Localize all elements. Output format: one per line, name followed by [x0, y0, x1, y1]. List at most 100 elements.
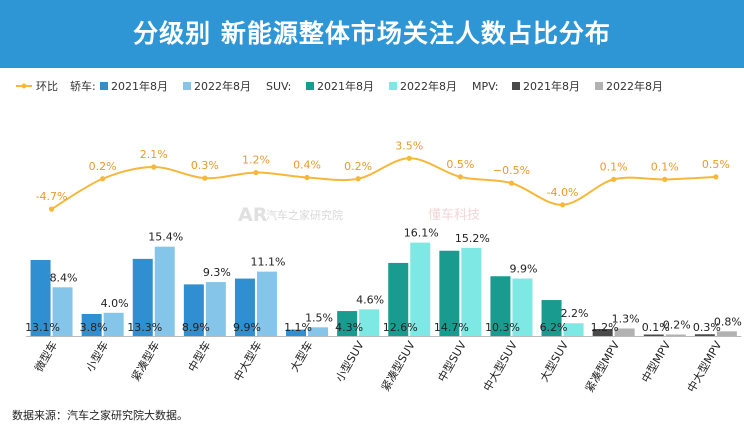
yoy-label: 2.1%	[140, 148, 168, 161]
yoy-label: 0.5%	[446, 158, 474, 171]
bar-label-2021: 14.7%	[434, 321, 469, 334]
legend-label-yoy: 环比	[36, 80, 58, 93]
data-source-note: 数据来源：汽车之家研究院大数据。	[12, 409, 188, 422]
yoy-label: 0.5%	[702, 158, 730, 171]
bar-2022	[665, 334, 686, 336]
bar-label-2021: 12.6%	[383, 321, 418, 334]
bar-label-2022: 1.5%	[305, 311, 333, 324]
bar-2022	[563, 323, 584, 336]
yoy-point	[611, 176, 617, 182]
legend-swatch	[306, 82, 314, 90]
bar-label-2021: 8.9%	[182, 321, 210, 334]
bar-2022	[308, 327, 329, 336]
category-label: 紧凑型SUV	[378, 338, 418, 394]
bar-2022	[52, 287, 73, 336]
page-title: 分级别 新能源整体市场关注人数占比分布	[0, 0, 744, 68]
bar-2022	[410, 242, 431, 336]
bar-label-2021: 10.3%	[485, 321, 520, 334]
bar-label-2022: 15.4%	[148, 231, 183, 244]
legend-label: 2022年8月	[400, 79, 457, 93]
legend-group-label: 轿车:	[70, 79, 96, 93]
category-label: 紧凑型MPV	[582, 338, 623, 394]
bar-2021	[286, 329, 307, 336]
bar-label-2022: 4.6%	[356, 293, 384, 306]
yoy-point	[713, 174, 719, 180]
bar-2022	[154, 246, 175, 336]
bar-label-2021: 0.1%	[642, 321, 670, 334]
yoy-label: 0.2%	[344, 160, 372, 173]
category-label: 小型SUV	[332, 338, 367, 384]
category-label: 中型MPV	[638, 338, 673, 385]
yoy-point	[100, 176, 106, 182]
bar-2021	[643, 334, 664, 336]
yoy-label: 0.1%	[651, 160, 679, 173]
legend-label: 2021年8月	[111, 79, 168, 93]
legend-label: 2021年8月	[523, 79, 580, 93]
watermark-autohome: 汽车之家研究院	[266, 208, 343, 222]
bar-2022	[359, 309, 380, 336]
bar-2021	[30, 260, 51, 336]
category-label: 紧凑型车	[128, 339, 162, 384]
bar-2021	[439, 250, 460, 336]
bar-2021	[81, 313, 102, 336]
yoy-label: 0.1%	[600, 160, 628, 173]
category-label: 大型车	[287, 339, 316, 375]
chart: 环比 轿车: 2021年8月 2022年8月 SUV: 2021年8月 2022年8月 MPV…	[16, 79, 742, 395]
bar-label-2021: 13.1%	[25, 321, 60, 334]
category-label: 中大型车	[230, 339, 264, 384]
bar-label-2022: 2.2%	[561, 307, 589, 320]
yoy-label: -4.7%	[36, 190, 68, 203]
yoy-label: 1.2%	[242, 154, 270, 167]
legend-group-label: MPV:	[472, 80, 498, 93]
category-label: 中大型MPV	[684, 338, 725, 394]
category-label: 中型SUV	[435, 338, 470, 384]
bar-2021	[132, 258, 153, 336]
bar-label-2021: 1.2%	[591, 321, 619, 334]
watermark-dongzhen: 懂车科技	[428, 207, 480, 223]
category-label: 大型SUV	[537, 338, 572, 384]
legend-swatch	[389, 82, 397, 90]
bar-2021	[388, 262, 409, 336]
bar-2021	[337, 311, 358, 336]
bar-2022	[614, 328, 635, 336]
category-label: 中型车	[185, 339, 214, 375]
bar-label-2022: 9.3%	[203, 266, 231, 279]
yoy-label: 3.5%	[395, 139, 423, 152]
legend-swatch	[100, 82, 108, 90]
bar-label-2021: 1.1%	[284, 321, 312, 334]
yoy-point	[151, 164, 157, 170]
yoy-label: 0.2%	[89, 160, 117, 173]
bar-2021	[592, 329, 613, 336]
yoy-point	[253, 169, 259, 176]
bar-label-2022: 16.1%	[404, 227, 439, 240]
yoy-point	[662, 176, 668, 182]
bar-2021	[183, 284, 204, 336]
yoy-label: 0.3%	[191, 159, 219, 172]
bar-2022	[461, 247, 482, 336]
bar-label-2021: 0.3%	[693, 321, 721, 334]
yoy-point	[406, 155, 412, 161]
yoy-line	[51, 157, 716, 210]
bar-2022	[103, 312, 124, 336]
bar-2021	[234, 278, 255, 336]
bar-label-2022: 0.2%	[663, 319, 691, 332]
yoy-point	[508, 180, 515, 186]
yoy-label: -4.0%	[547, 186, 579, 199]
legend-label: 2021年8月	[317, 79, 374, 93]
bar-label-2021: 6.2%	[540, 321, 568, 334]
bar-label-2022: 0.8%	[714, 315, 742, 328]
legend-swatch	[595, 82, 603, 90]
bar-2021	[541, 300, 562, 336]
bar-label-2022: 8.4%	[50, 271, 78, 284]
yoy-label: 0.4%	[293, 159, 321, 172]
category-label: 中大型SUV	[480, 338, 520, 394]
yoy-point	[48, 206, 55, 212]
bar-2022	[256, 271, 277, 336]
bar-label-2021: 4.3%	[335, 321, 363, 334]
bar-label-2021: 13.3%	[127, 321, 162, 334]
yoy-label: −0.5%	[493, 164, 530, 177]
bar-2022	[716, 331, 737, 336]
yoy-point	[304, 174, 310, 181]
bar-label-2022: 4.0%	[101, 297, 129, 310]
bar-2022	[205, 282, 226, 336]
